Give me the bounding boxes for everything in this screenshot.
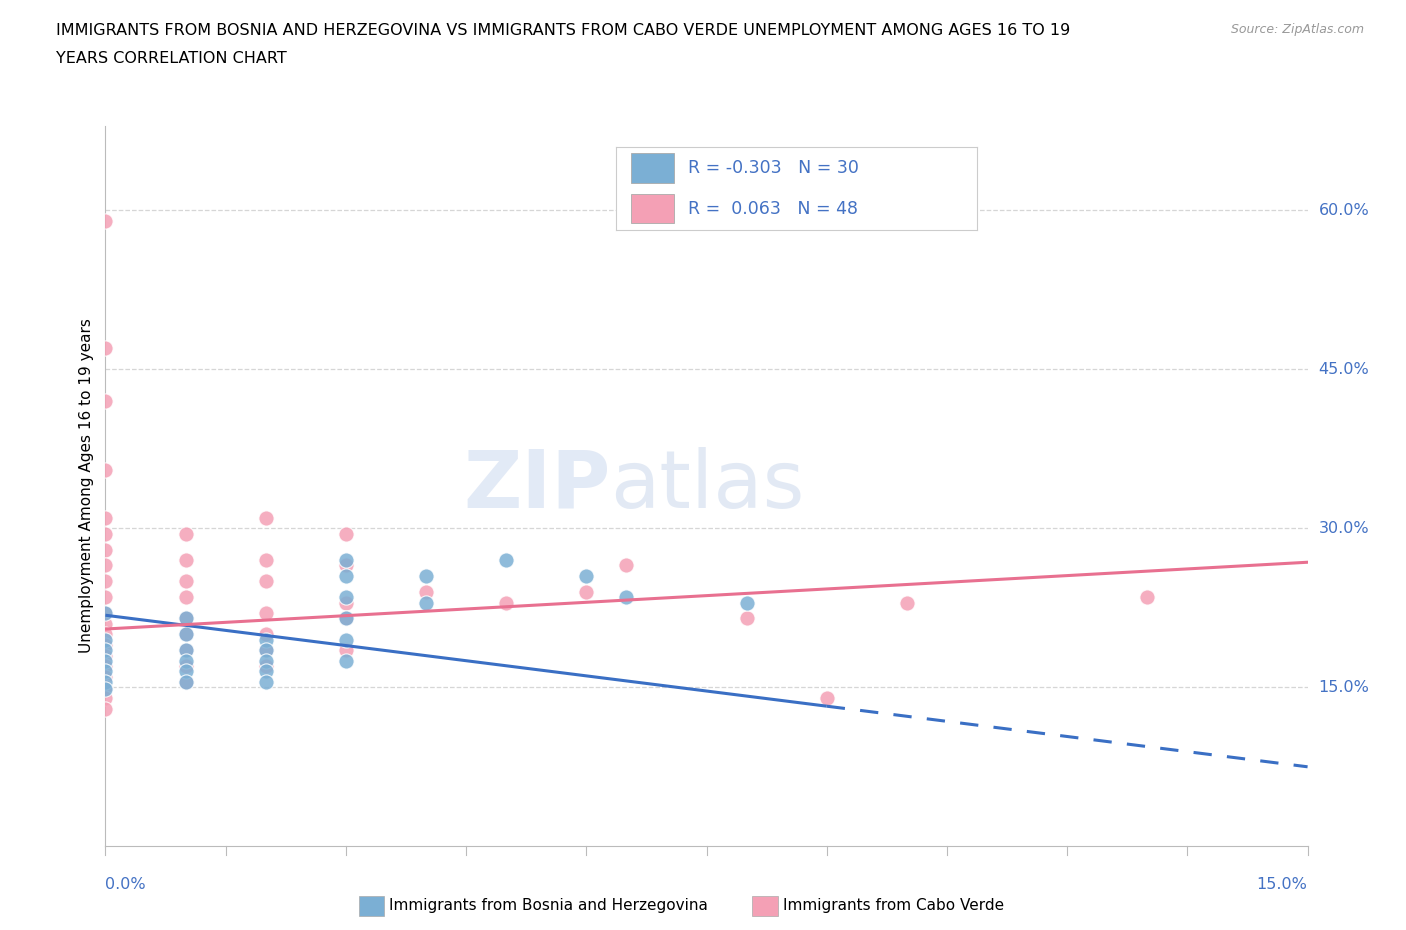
Point: [254, 643, 277, 658]
Point: [495, 552, 517, 567]
Point: [94, 680, 117, 695]
Point: [735, 595, 758, 610]
Point: [735, 611, 758, 626]
Point: [174, 643, 197, 658]
Point: [616, 558, 638, 573]
Point: [94, 590, 117, 604]
Point: [94, 682, 117, 697]
Point: [174, 611, 197, 626]
Text: Source: ZipAtlas.com: Source: ZipAtlas.com: [1230, 23, 1364, 36]
Point: [896, 595, 918, 610]
Point: [254, 643, 277, 658]
Point: [174, 674, 197, 689]
Text: 0.0%: 0.0%: [105, 877, 146, 892]
Point: [94, 643, 117, 658]
Text: 30.0%: 30.0%: [1319, 521, 1369, 536]
Point: [335, 558, 357, 573]
Point: [495, 595, 517, 610]
Point: [335, 632, 357, 647]
Text: 45.0%: 45.0%: [1319, 362, 1369, 377]
Point: [174, 627, 197, 642]
Text: IMMIGRANTS FROM BOSNIA AND HERZEGOVINA VS IMMIGRANTS FROM CABO VERDE UNEMPLOYMEN: IMMIGRANTS FROM BOSNIA AND HERZEGOVINA V…: [56, 23, 1070, 38]
Text: 15.0%: 15.0%: [1319, 680, 1369, 695]
Point: [94, 701, 117, 716]
Point: [174, 643, 197, 658]
Point: [335, 643, 357, 658]
Point: [94, 627, 117, 642]
Point: [174, 627, 197, 642]
Point: [174, 658, 197, 673]
Point: [94, 526, 117, 541]
Point: [94, 617, 117, 631]
Point: [254, 664, 277, 679]
Point: [415, 595, 437, 610]
Point: [94, 632, 117, 647]
Point: [575, 584, 598, 599]
Text: YEARS CORRELATION CHART: YEARS CORRELATION CHART: [56, 51, 287, 66]
Point: [335, 552, 357, 567]
Point: [94, 670, 117, 684]
Point: [815, 690, 838, 705]
Point: [94, 511, 117, 525]
Point: [415, 584, 437, 599]
Point: [254, 627, 277, 642]
Text: Immigrants from Cabo Verde: Immigrants from Cabo Verde: [783, 898, 1004, 913]
Point: [415, 568, 437, 583]
Y-axis label: Unemployment Among Ages 16 to 19 years: Unemployment Among Ages 16 to 19 years: [79, 318, 94, 654]
Point: [335, 654, 357, 669]
Point: [254, 632, 277, 647]
Point: [94, 558, 117, 573]
Point: [335, 568, 357, 583]
Point: [254, 674, 277, 689]
Point: [94, 214, 117, 229]
Point: [174, 654, 197, 669]
Point: [254, 511, 277, 525]
Point: [335, 611, 357, 626]
Point: [94, 690, 117, 705]
Point: [254, 574, 277, 589]
Point: [94, 648, 117, 663]
Point: [94, 664, 117, 679]
Point: [94, 393, 117, 408]
Text: ZIP: ZIP: [463, 447, 610, 525]
Point: [1136, 590, 1159, 604]
Point: [94, 542, 117, 557]
Point: [94, 574, 117, 589]
Point: [94, 674, 117, 689]
Point: [254, 658, 277, 673]
Point: [174, 674, 197, 689]
Point: [174, 574, 197, 589]
Point: [335, 590, 357, 604]
Point: [254, 605, 277, 620]
Point: [174, 552, 197, 567]
Point: [575, 568, 598, 583]
Point: [174, 526, 197, 541]
Point: [94, 340, 117, 355]
Point: [174, 664, 197, 679]
Text: atlas: atlas: [610, 447, 804, 525]
Point: [94, 658, 117, 673]
Point: [94, 654, 117, 669]
Text: Immigrants from Bosnia and Herzegovina: Immigrants from Bosnia and Herzegovina: [389, 898, 709, 913]
Text: 60.0%: 60.0%: [1319, 203, 1369, 218]
Point: [94, 462, 117, 477]
Point: [616, 590, 638, 604]
Text: 15.0%: 15.0%: [1257, 877, 1308, 892]
Point: [254, 654, 277, 669]
Point: [174, 611, 197, 626]
Point: [94, 605, 117, 620]
Point: [94, 605, 117, 620]
Point: [174, 590, 197, 604]
Point: [335, 611, 357, 626]
Point: [94, 637, 117, 652]
Point: [335, 526, 357, 541]
Point: [335, 595, 357, 610]
Point: [254, 552, 277, 567]
